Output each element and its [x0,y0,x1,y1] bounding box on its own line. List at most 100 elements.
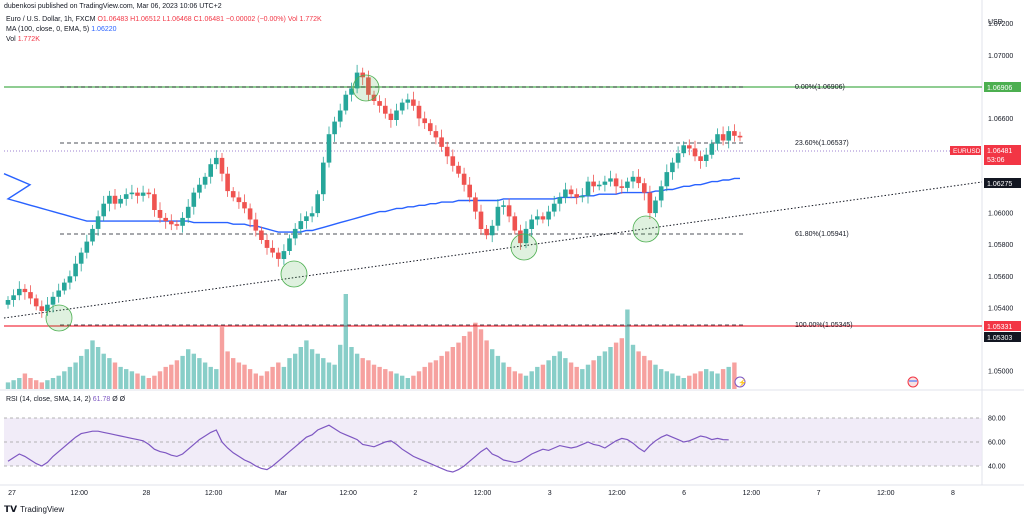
volume-bar [304,340,309,389]
highlight-circle-low3[interactable] [510,233,538,261]
candle-body [163,217,168,222]
volume-bar [675,375,681,389]
volume-bar [22,373,28,389]
candle-body [112,195,118,204]
highlight-circle-low2[interactable] [280,260,308,288]
support-price-tag [984,321,1021,331]
volume-bar [309,349,315,389]
support-price-text-2: 1.05303 [987,335,1012,342]
volume-bar [659,369,664,389]
volume-inline: Vol 1.772K [287,16,322,23]
volume-bar [169,364,174,389]
volume-bar [326,362,332,389]
candle-body [253,219,259,231]
candle-body [563,189,568,198]
candle-body [681,145,686,154]
candle-body [214,157,219,165]
candle-body [191,192,197,207]
volume-bar [484,340,489,389]
volume-bar [619,338,624,389]
candle-body [596,184,602,187]
volume-bar [687,375,692,389]
us-flag-event-icon[interactable] [907,376,919,388]
current-price-tag [984,145,1021,165]
volume-bar [73,362,78,389]
volume-bar [101,353,106,389]
volume-bar [34,380,39,389]
rsi-value: 61.78 [92,396,111,403]
volume-bar [580,369,585,389]
volume-bar [118,366,123,389]
volume-bar [219,327,225,389]
volume-bar [202,362,208,389]
volume-bar [332,364,337,389]
volume-bar [416,371,422,389]
vol-value: 1.772K [17,36,40,43]
candle-body [242,202,247,209]
published-caption: dubenkosi published on TradingView.com, … [4,3,222,10]
candle-body [602,181,608,185]
candle-body [546,211,551,220]
tradingview-footer[interactable]: 𝗧𝗩 TradingView [4,504,64,515]
volume-bar [67,366,73,389]
volume-bar [563,358,568,389]
highlight-circle-low4[interactable] [632,215,660,243]
volume-bars [5,294,737,389]
highlight-circle-top[interactable] [352,74,380,102]
volume-bar [630,344,636,389]
volume-bar [247,369,253,389]
candle-body [22,288,28,293]
symbol-tag [950,146,981,155]
candle-body [56,290,61,297]
candle-body [101,203,106,217]
ma-label[interactable]: MA (100, close, 0, EMA, 5) [6,26,90,33]
ema-line[interactable] [3,173,740,233]
volume-bar [501,362,506,389]
volume-bar [214,369,219,389]
ascending-trendline[interactable] [3,181,983,319]
candle-body [653,200,658,214]
close-value: C1.06481 [193,16,224,23]
volume-bar [720,369,726,389]
rsi-tick-label: 60.00 [988,440,1006,447]
candle-body [467,184,472,198]
candle-body [416,105,422,119]
volume-bar [388,371,394,389]
volume-bar [50,378,56,389]
symbol-name[interactable]: Euro / U.S. Dollar, 1h, FXCM [6,16,96,23]
candle-body [433,131,439,138]
rsi-label[interactable]: RSI (14, close, SMA, 14, 2) [6,396,91,403]
rsi-axis-ticks[interactable]: 80.00 60.00 40.00 [988,416,1006,471]
volume-bar [39,382,44,389]
volume-bar [495,355,501,389]
time-axis-ticks[interactable]: 27 12:00 28 12:00 Mar 12:00 2 12:00 3 12:00 6 12:00… [8,490,955,497]
rsi-tick-label: 80.00 [988,416,1006,423]
highlight-circle-low1[interactable] [45,304,73,332]
time-tick-label: 3 [548,490,552,497]
candle-body [377,101,382,106]
candle-body [489,225,495,236]
volume-bar [400,375,405,389]
candle-body [180,217,185,226]
volume-bar [518,373,523,389]
price-tick-label: 1.05400 [988,305,1013,312]
rsi-line[interactable] [7,424,729,473]
candle-body [428,123,433,132]
volume-bar [726,366,731,389]
time-tick-label: 12:00 [743,490,761,497]
fib-618-label: 61.80%(1.05941) [795,231,849,238]
ma-legend: MA (100, close, 0, EMA, 5) 1.06220 [6,25,117,34]
current-price-text: 1.06481 [987,148,1012,155]
candle-body [287,238,292,251]
vol-label[interactable]: Vol [6,36,16,43]
candle-body [540,216,546,220]
volume-bar [394,373,399,389]
symbol-tag-text: EURUSD [953,148,981,155]
volume-bar [315,353,320,389]
candle-body [692,148,698,157]
candle-body [506,205,512,217]
dividend-event-icon[interactable] [734,376,746,388]
volume-bar [625,309,630,389]
volume-bar [152,375,157,389]
